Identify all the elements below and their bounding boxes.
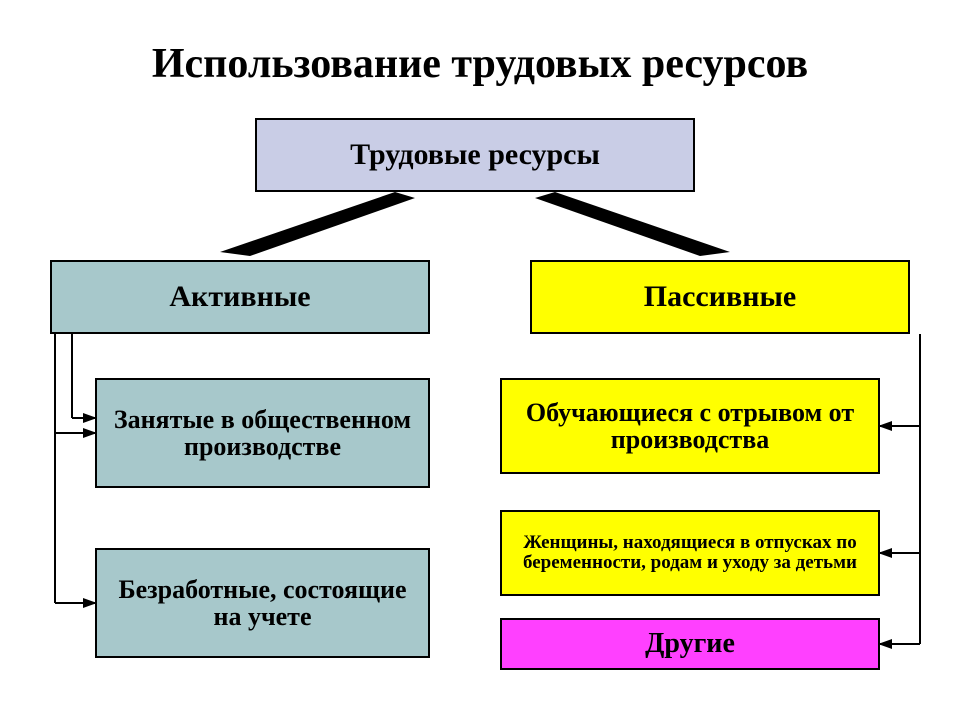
node-root-label: Трудовые ресурсы <box>350 139 600 171</box>
node-passive-child-1: Обучающиеся с отрывом от производства <box>500 378 880 474</box>
node-a2-label: Безработные, состоящие на учете <box>107 576 418 631</box>
node-p3-label: Другие <box>645 629 735 658</box>
node-active-child-1: Занятые в общественном производстве <box>95 378 430 488</box>
node-passive-child-2: Женщины, находящиеся в отпусках по берем… <box>500 510 880 596</box>
node-p1-label: Обучающиеся с отрывом от производства <box>512 399 868 454</box>
node-active-child-2: Безработные, состоящие на учете <box>95 548 430 658</box>
arrow-root-to-active <box>220 192 415 256</box>
node-root: Трудовые ресурсы <box>255 118 695 192</box>
node-active-label: Активные <box>169 281 310 313</box>
node-active: Активные <box>50 260 430 334</box>
node-p2-label: Женщины, находящиеся в отпусках по берем… <box>512 533 868 573</box>
node-passive-child-3: Другие <box>500 618 880 670</box>
arrow-root-to-passive <box>535 192 730 256</box>
node-passive: Пассивные <box>530 260 910 334</box>
page-title: Использование трудовых ресурсов <box>0 40 960 88</box>
node-a1-label: Занятые в общественном производстве <box>107 406 418 461</box>
node-passive-label: Пассивные <box>644 281 796 313</box>
